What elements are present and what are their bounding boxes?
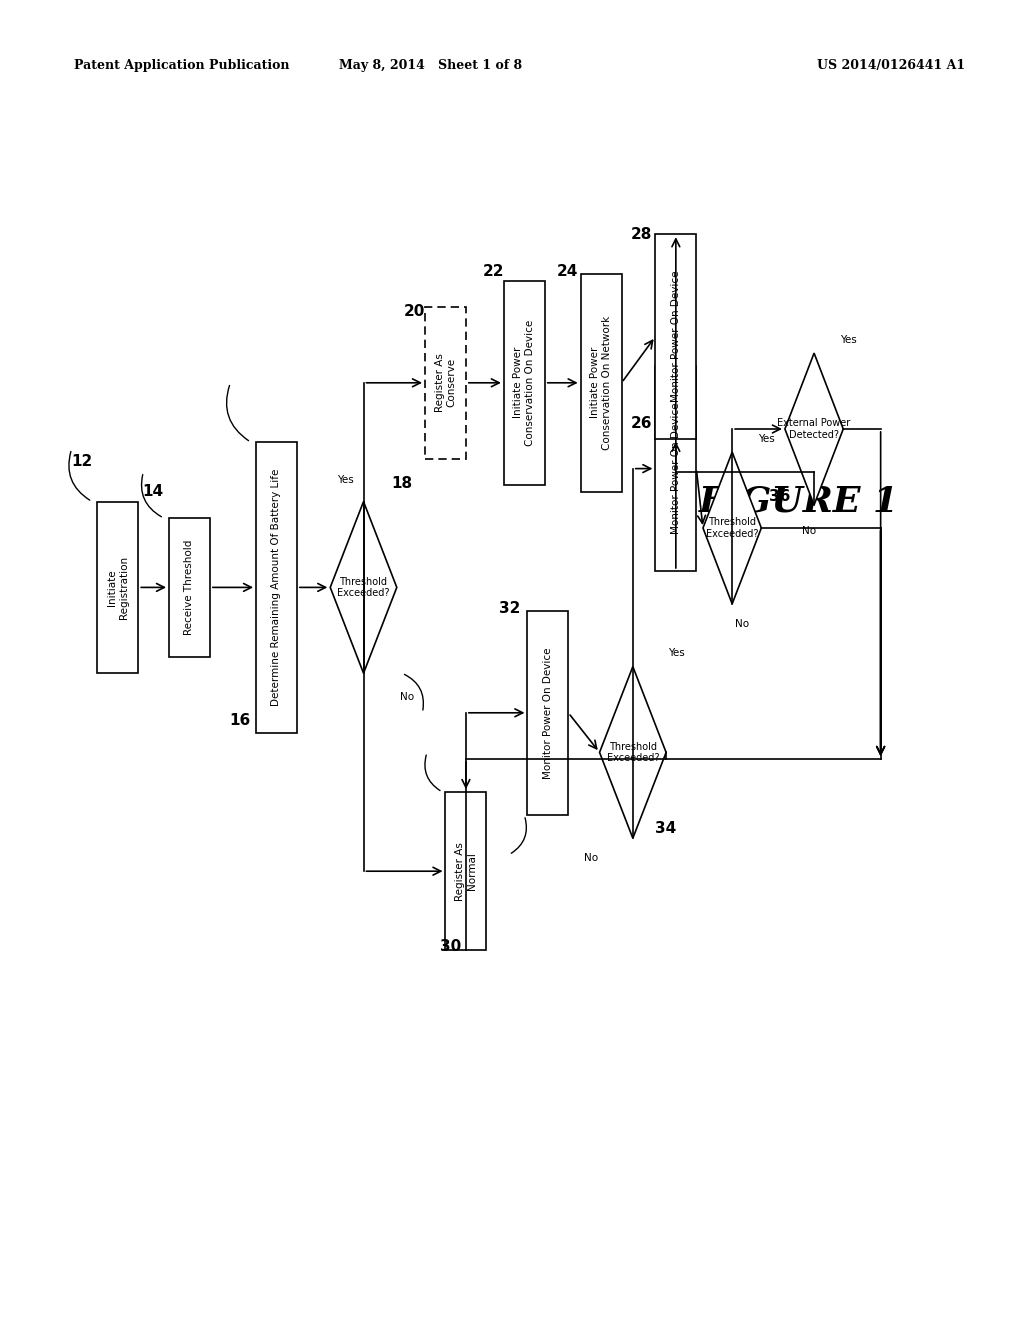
Text: US 2014/0126441 A1: US 2014/0126441 A1 (817, 59, 965, 73)
Text: May 8, 2014   Sheet 1 of 8: May 8, 2014 Sheet 1 of 8 (339, 59, 521, 73)
Text: 30: 30 (439, 940, 461, 954)
Text: Initiate Power
Conservation On Device: Initiate Power Conservation On Device (513, 319, 536, 446)
Text: 28: 28 (631, 227, 652, 242)
Text: Threshold
Exceeded?: Threshold Exceeded? (706, 517, 759, 539)
Text: 34: 34 (655, 821, 677, 836)
Polygon shape (330, 502, 396, 673)
Text: Yes: Yes (758, 434, 775, 444)
Text: Monitor Power On Device: Monitor Power On Device (671, 271, 681, 403)
Text: Initiate Power
Conservation On Network: Initiate Power Conservation On Network (590, 315, 612, 450)
Text: 12: 12 (71, 454, 92, 469)
Bar (581, 275, 622, 492)
Bar (169, 517, 210, 656)
Bar (445, 792, 486, 950)
Text: Threshold
Exceeded?: Threshold Exceeded? (606, 742, 659, 763)
Bar (527, 610, 568, 814)
Bar (97, 502, 138, 673)
Text: Patent Application Publication: Patent Application Publication (74, 59, 289, 73)
Text: External Power
Detected?: External Power Detected? (777, 418, 851, 440)
Text: 36: 36 (769, 490, 791, 504)
Text: 32: 32 (499, 601, 520, 615)
Text: 14: 14 (142, 484, 164, 499)
Text: Register As
Conserve: Register As Conserve (434, 354, 457, 412)
Text: Monitor Power On Device: Monitor Power On Device (671, 403, 681, 535)
Polygon shape (702, 451, 761, 605)
Text: Initiate
Registration: Initiate Registration (106, 556, 129, 619)
Text: Monitor Power On Device: Monitor Power On Device (543, 647, 553, 779)
Bar (504, 281, 545, 486)
Text: No: No (585, 853, 598, 863)
Text: 18: 18 (391, 477, 413, 491)
Polygon shape (600, 667, 666, 838)
Text: Receive Threshold: Receive Threshold (184, 540, 195, 635)
Text: FIGURE 1: FIGURE 1 (698, 484, 899, 519)
Text: 20: 20 (403, 304, 425, 318)
Text: Yes: Yes (668, 648, 685, 659)
Text: No: No (802, 527, 816, 536)
Text: No: No (400, 692, 414, 702)
Text: Yes: Yes (840, 335, 857, 345)
Polygon shape (785, 352, 844, 504)
Text: 26: 26 (631, 416, 652, 430)
Text: Determine Remaining Amount Of Battery Life: Determine Remaining Amount Of Battery Li… (271, 469, 282, 706)
Text: No: No (735, 619, 750, 628)
Bar (655, 235, 696, 438)
Bar (655, 366, 696, 570)
Text: Threshold
Exceeded?: Threshold Exceeded? (337, 577, 390, 598)
Text: Yes: Yes (337, 475, 353, 486)
Bar (256, 442, 297, 733)
Text: 16: 16 (229, 713, 251, 727)
Text: 24: 24 (557, 264, 579, 279)
Bar (425, 308, 466, 459)
Text: 22: 22 (482, 264, 504, 279)
Text: Register As
Normal: Register As Normal (455, 842, 477, 900)
